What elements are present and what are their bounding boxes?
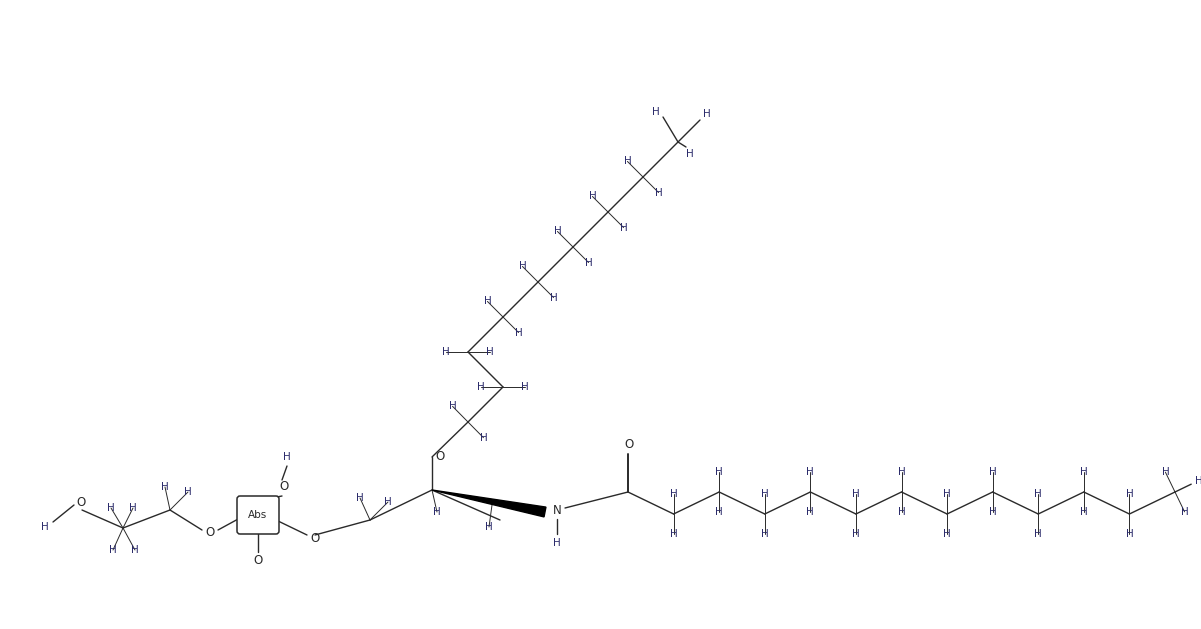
Text: H: H [1181, 507, 1189, 517]
Text: H: H [943, 489, 951, 499]
Text: H: H [41, 522, 49, 532]
Text: H: H [652, 107, 659, 117]
Text: H: H [554, 226, 561, 237]
Text: H: H [1034, 489, 1042, 499]
Text: H: H [1034, 529, 1042, 539]
Text: H: H [485, 522, 492, 532]
Text: H: H [1080, 467, 1088, 477]
Text: H: H [806, 467, 814, 477]
Text: H: H [670, 529, 677, 539]
Text: H: H [109, 545, 116, 555]
Text: H: H [130, 503, 137, 513]
Text: H: H [1195, 476, 1201, 486]
Text: H: H [384, 497, 392, 507]
Text: H: H [449, 401, 456, 411]
Text: H: H [131, 545, 139, 555]
Text: H: H [588, 191, 597, 201]
Text: H: H [761, 489, 769, 499]
Text: H: H [519, 262, 526, 272]
Text: H: H [550, 292, 557, 303]
Text: H: H [554, 538, 561, 548]
Text: H: H [1125, 529, 1134, 539]
Polygon shape [432, 490, 546, 517]
Text: H: H [897, 467, 906, 477]
Text: H: H [515, 328, 522, 338]
Text: H: H [521, 382, 528, 392]
Text: O: O [436, 450, 444, 462]
Text: H: H [161, 482, 169, 492]
Text: H: H [623, 157, 632, 167]
Text: H: H [1125, 489, 1134, 499]
Text: H: H [1080, 507, 1088, 517]
Text: O: O [625, 438, 634, 452]
Text: H: H [484, 296, 491, 306]
Text: H: H [620, 223, 627, 233]
Text: H: H [184, 487, 192, 497]
Text: H: H [761, 529, 769, 539]
Text: H: H [486, 347, 494, 357]
Text: H: H [434, 507, 441, 517]
Text: H: H [655, 187, 663, 198]
Text: H: H [988, 467, 997, 477]
Text: H: H [943, 529, 951, 539]
Text: H: H [107, 503, 115, 513]
Text: H: H [686, 149, 694, 159]
Text: H: H [988, 507, 997, 517]
Text: H: H [477, 382, 485, 392]
Text: H: H [716, 467, 723, 477]
FancyBboxPatch shape [237, 496, 279, 534]
Text: H: H [852, 489, 860, 499]
Text: O: O [77, 496, 85, 508]
Text: H: H [670, 489, 677, 499]
Text: H: H [479, 433, 488, 443]
Text: H: H [852, 529, 860, 539]
Text: N: N [552, 503, 561, 516]
Text: H: H [806, 507, 814, 517]
Text: O: O [280, 481, 288, 494]
Text: H: H [703, 109, 711, 119]
Text: O: O [310, 533, 319, 545]
Text: H: H [585, 257, 592, 267]
Text: H: H [1161, 467, 1170, 477]
Text: H: H [897, 507, 906, 517]
Text: Abs: Abs [249, 510, 268, 520]
Text: H: H [716, 507, 723, 517]
Text: H: H [357, 493, 364, 503]
Text: H: H [283, 452, 291, 462]
Text: O: O [253, 555, 263, 567]
Text: O: O [205, 525, 215, 538]
Text: H: H [442, 347, 450, 357]
